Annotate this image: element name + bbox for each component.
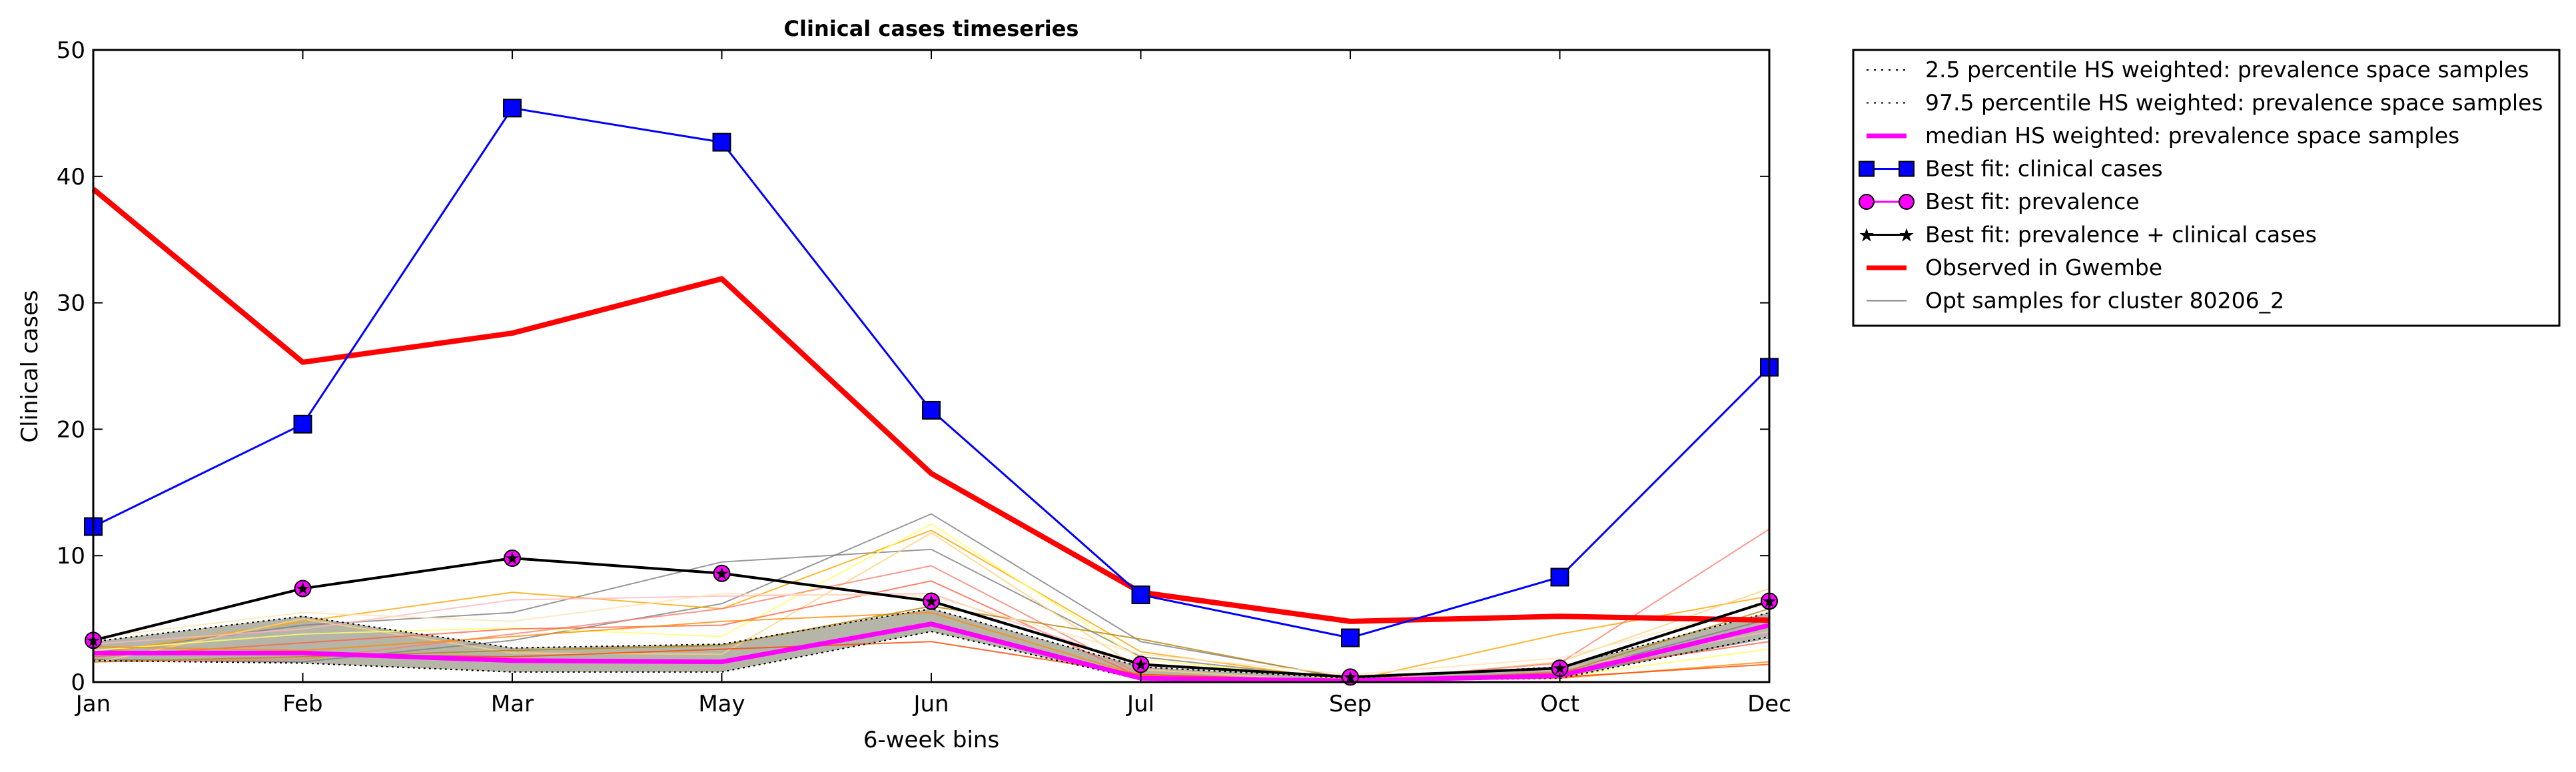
prevalence-circle-marker [713, 564, 731, 582]
chart-title: Clinical cases timeseries [784, 16, 1079, 41]
sample-line-2 [93, 530, 1770, 682]
x-tick-label: Dec [1747, 691, 1791, 717]
legend-box [1852, 49, 2561, 327]
prev-clinical-star-marker: ★ [1552, 659, 1567, 679]
prevalence-circle-marker [1132, 655, 1150, 673]
prev-clinical-star-marker: ★ [1133, 655, 1148, 675]
legend-square-marker [1859, 161, 1875, 177]
legend-circle-marker [1899, 194, 1915, 210]
x-tick-label: Feb [282, 691, 322, 717]
legend-label: Best fit: prevalence [1925, 189, 2140, 214]
legend-circle-marker [1859, 194, 1875, 210]
x-tick-label: Jan [75, 691, 111, 717]
plot-area: ★★★★★★★ ★★ [84, 49, 1779, 687]
y-tick-label: 20 [57, 416, 85, 443]
x-tick-label: May [698, 691, 745, 717]
prev-clinical-star-marker: ★ [714, 564, 729, 584]
legend-star-marker: ★ [1898, 224, 1915, 246]
legend-label: Best fit: prevalence + clinical cases [1925, 222, 2317, 248]
series-best-fit-clinical-line [93, 107, 1771, 639]
clinical-square-marker [1550, 568, 1569, 587]
x-tick-label: Mar [491, 691, 534, 717]
clinical-square-marker [1341, 628, 1360, 647]
y-tick-label: 0 [71, 669, 85, 696]
series-median-line [93, 621, 1770, 683]
prevalence-circle-marker [504, 549, 521, 567]
y-tick-label: 10 [57, 543, 85, 570]
legend-label: 97.5 percentile HS weighted: prevalence … [1925, 90, 2543, 116]
legend-label: Observed in Gwembe [1925, 254, 2162, 280]
legend-square-marker [1899, 161, 1915, 177]
legend: 2.5 percentile HS weighted: prevalence s… [1852, 49, 2561, 327]
y-tick-label: 50 [57, 37, 85, 64]
legend-star-marker: ★ [1858, 224, 1875, 246]
series-observed-line [91, 187, 1770, 624]
x-axis-label: 6-week bins [863, 727, 999, 753]
y-axis: 0 10 20 30 40 50 [57, 37, 1769, 696]
clinical-square-marker [1131, 585, 1150, 605]
x-tick-label: Jul [1126, 691, 1154, 717]
legend-label: 2.5 percentile HS weighted: prevalence s… [1925, 57, 2529, 83]
prevalence-circle-marker [923, 592, 940, 610]
x-tick-label: Oct [1540, 691, 1579, 717]
x-tick-label: Sep [1329, 691, 1372, 717]
clinical-square-marker [503, 99, 522, 118]
prev-clinical-star-marker: ★ [295, 579, 310, 599]
legend-label: Best fit: clinical cases [1925, 156, 2163, 182]
y-tick-label: 40 [57, 164, 85, 191]
x-tick-label: Jun [912, 691, 949, 717]
y-tick-label: 30 [57, 290, 85, 317]
plot-frame [92, 49, 1771, 683]
series-2-5-percentile-line [93, 631, 1770, 682]
legend-label: median HS weighted: prevalence space sam… [1925, 123, 2459, 149]
prev-clinical-star-marker: ★ [504, 549, 520, 569]
y-axis-label: Clinical cases [17, 290, 43, 442]
clinical-square-marker [922, 400, 941, 420]
x-axis: Jan Feb Mar May Jun Jul Sep Oct Dec [75, 50, 1791, 717]
clinical-square-marker [712, 133, 731, 152]
prevalence-circle-marker [294, 579, 312, 597]
legend-label: Opt samples for cluster 80206_2 [1925, 288, 2284, 314]
prev-clinical-star-marker: ★ [923, 592, 939, 612]
clinical-square-marker [293, 414, 312, 434]
sample-line-5 [93, 528, 1770, 682]
